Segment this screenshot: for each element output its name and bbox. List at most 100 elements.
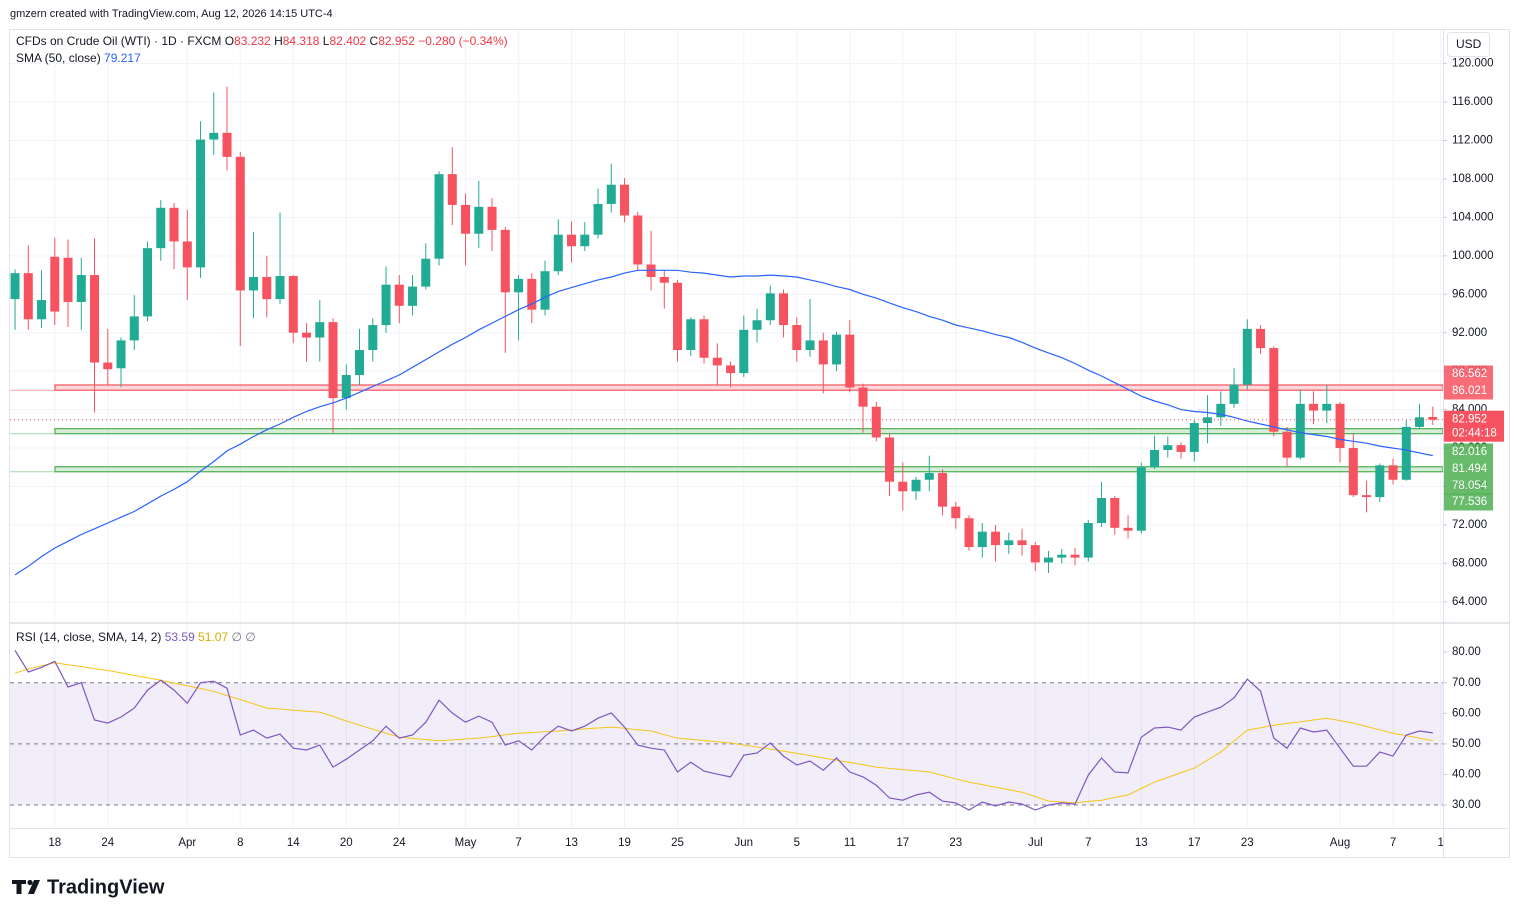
- candle-body: [275, 276, 285, 300]
- y-tick-label: 104.000: [1452, 211, 1494, 223]
- x-tick-label: 25: [671, 837, 684, 849]
- candle-body: [1163, 445, 1173, 450]
- candle-body: [487, 206, 497, 230]
- attribution: gmzern created with TradingView.com, Aug…: [10, 8, 333, 20]
- candle-body: [129, 316, 139, 341]
- candle-body: [726, 365, 736, 374]
- candle-body: [394, 284, 404, 306]
- candle-body: [461, 204, 471, 234]
- symbol-title: CFDs on Crude Oil (WTI) · 1D · FXCM: [16, 34, 221, 48]
- rsi-title: RSI (14, close, SMA, 14, 2): [16, 630, 161, 644]
- candle-body: [1375, 465, 1385, 498]
- candle-body: [288, 276, 298, 333]
- zone-label-box: [1444, 443, 1493, 461]
- x-tick-label: 13: [565, 837, 578, 849]
- y-tick-label: 112.000: [1452, 135, 1493, 147]
- rsi-value: 53.59: [165, 630, 195, 644]
- zone-label-box: [1444, 382, 1493, 400]
- x-tick-label: 19: [618, 837, 631, 849]
- candle-body: [712, 357, 722, 366]
- candle-body: [699, 319, 709, 358]
- candle-body: [659, 276, 669, 283]
- rsi-pane: [10, 649, 1443, 811]
- candle-body: [434, 174, 444, 259]
- candle-body: [686, 319, 696, 351]
- candle-body: [1083, 523, 1093, 558]
- candle-body: [355, 350, 365, 376]
- countdown: 02:44:18: [1452, 428, 1497, 440]
- candle-body: [76, 275, 86, 302]
- rsi-extra: ∅ ∅: [231, 630, 255, 644]
- candle-body: [1335, 403, 1345, 449]
- candle-body: [1176, 445, 1186, 452]
- x-tick-label: Apr: [178, 837, 196, 849]
- rsi-line: [14, 649, 1433, 811]
- candle-body: [1269, 348, 1279, 432]
- logo-mark: [12, 880, 26, 894]
- candle-body: [315, 322, 325, 338]
- x-tick-label: 17: [1188, 837, 1201, 849]
- candle-body: [1428, 416, 1438, 420]
- candle-body: [196, 139, 206, 268]
- y-tick-label: 100.000: [1452, 250, 1494, 262]
- ohlc-value: 83.232: [234, 34, 271, 48]
- candle-body: [302, 332, 312, 338]
- candle-body: [1309, 403, 1319, 411]
- candle-body: [845, 334, 855, 388]
- candle-body: [1203, 417, 1213, 424]
- candle-body: [1044, 557, 1054, 563]
- currency-button[interactable]: [1447, 32, 1490, 57]
- candle-body: [1242, 328, 1252, 385]
- y-tick-label: 40.00: [1452, 769, 1481, 781]
- frame: [9, 29, 1510, 858]
- candle-body: [1229, 384, 1239, 404]
- ohlc-value: 82.952: [378, 34, 415, 48]
- candle-body: [1123, 527, 1133, 531]
- candle-body: [235, 156, 245, 291]
- rsi-line: [14, 662, 1433, 804]
- candle-body: [1150, 449, 1160, 468]
- candle-body: [739, 329, 749, 374]
- candle-body: [408, 286, 418, 306]
- candle-body: [885, 437, 895, 482]
- x-tick-label: 24: [101, 837, 114, 849]
- x-tick-label: 11: [844, 837, 856, 849]
- candle-body: [1017, 540, 1027, 546]
- zone: [54, 466, 1443, 473]
- candle-body: [1322, 403, 1332, 411]
- candle-body: [805, 340, 815, 351]
- candles: [10, 86, 1443, 576]
- x-tick-label: 23: [1241, 837, 1254, 849]
- candle-body: [1070, 554, 1080, 558]
- y-tick-label: 96.000: [1452, 288, 1487, 300]
- sma-name: SMA (50, close): [16, 51, 101, 65]
- x-tick-label: 17: [896, 837, 909, 849]
- y-tick-label: 80.00: [1452, 646, 1481, 658]
- candle-body: [633, 215, 643, 265]
- candle-body: [1057, 554, 1067, 558]
- currency[interactable]: USD: [1456, 37, 1482, 51]
- candle-body: [1401, 426, 1411, 480]
- candle-body: [765, 293, 775, 321]
- candle-body: [1189, 423, 1199, 452]
- x-tick-label: 13: [1135, 837, 1148, 849]
- ohlc-letter: C: [370, 34, 379, 48]
- x-tick-label: 7: [515, 837, 521, 849]
- candle-body: [673, 282, 683, 351]
- candle-body: [249, 276, 259, 291]
- legend-main: CFDs on Crude Oil (WTI) · 1D · FXCM O83.…: [16, 34, 508, 48]
- candle-body: [1097, 498, 1107, 524]
- candle-body: [341, 375, 351, 399]
- candle-body: [262, 276, 272, 300]
- zone-label: 77.536: [1452, 496, 1487, 508]
- x-tick-label: 18: [48, 837, 61, 849]
- candle-body: [938, 473, 948, 507]
- x-tick-label: 23: [949, 837, 962, 849]
- x-tick-label: 20: [340, 837, 353, 849]
- candle-body: [381, 284, 391, 326]
- candle-body: [50, 256, 60, 312]
- candle-body: [1348, 448, 1358, 496]
